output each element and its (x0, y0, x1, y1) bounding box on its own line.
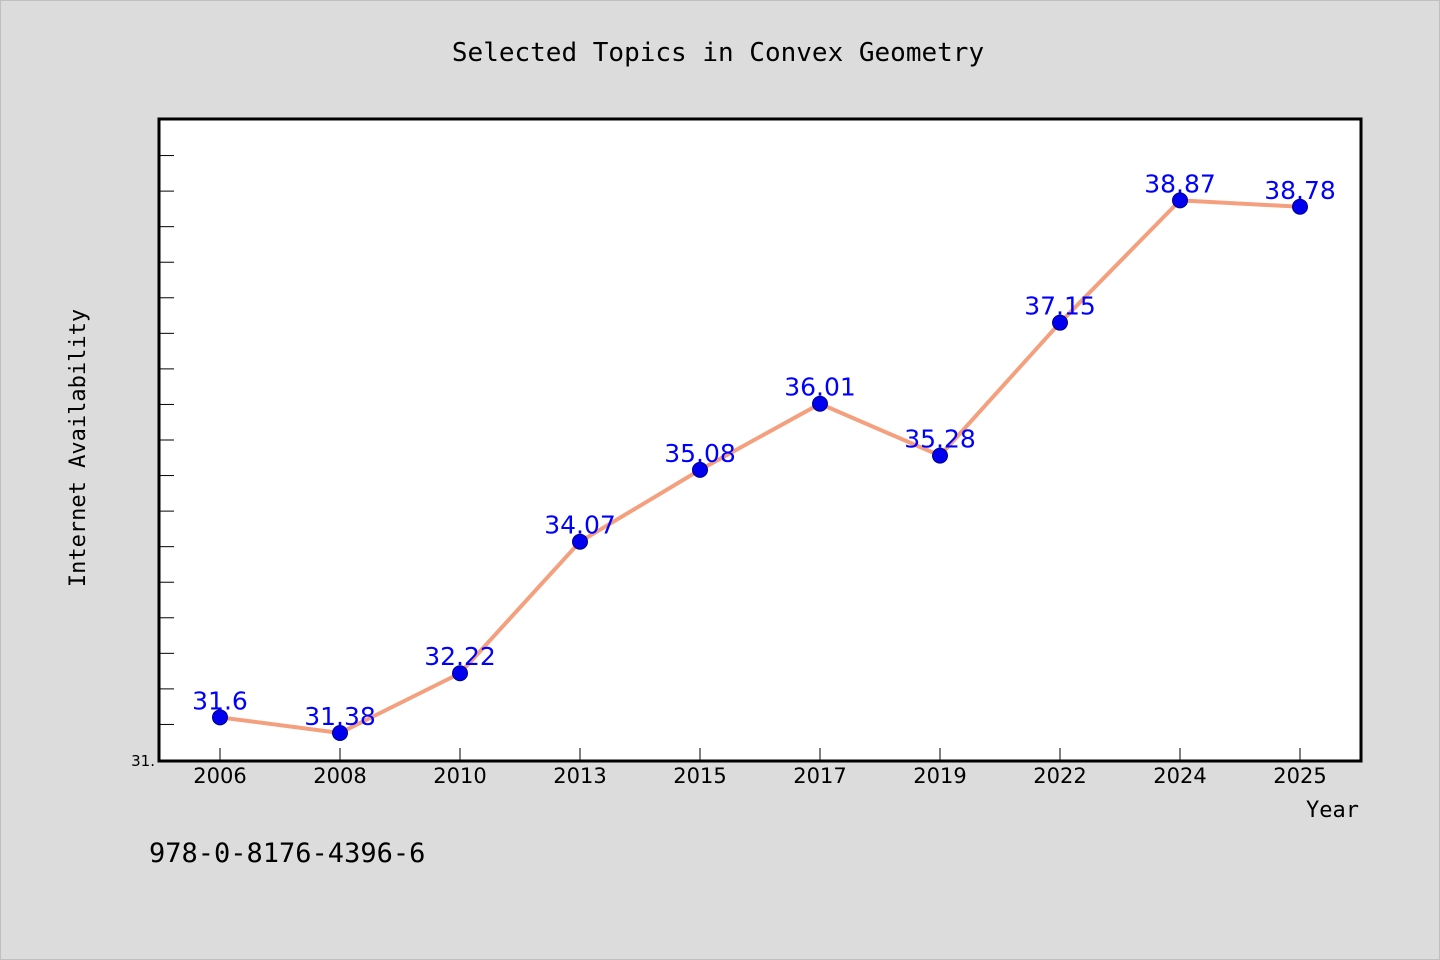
x-tick-label: 2006 (193, 764, 246, 788)
data-point (812, 395, 828, 412)
x-tick-label: 2025 (1273, 764, 1326, 788)
plot-area (157, 117, 1363, 763)
data-point (1172, 192, 1188, 209)
x-tick-label: 2010 (433, 764, 486, 788)
chart-title: Selected Topics in Convex Geometry (452, 38, 984, 68)
data-label: 35.08 (664, 439, 736, 468)
data-label: 38.87 (1144, 169, 1216, 198)
x-axis-label: Year (1306, 798, 1359, 823)
x-tick-label: 2019 (913, 764, 966, 788)
x-tick-label: 2017 (793, 764, 846, 788)
data-point (212, 709, 228, 726)
series-line-group (218, 198, 1302, 735)
data-labels: 31.6 31.38 32.22 34.07 35.08 36.01 35.28 37.15 3… (192, 169, 1336, 731)
y-axis-label: Internet Availability (66, 309, 91, 587)
data-label: 31.38 (304, 702, 376, 731)
data-label: 35.28 (904, 425, 976, 454)
y-tick-label: 31. (131, 752, 155, 770)
data-point (692, 461, 708, 478)
x-axis-tick-labels: 2006 2008 2010 2013 2015 2017 2019 2022 2024 2025 (193, 764, 1326, 788)
x-tick-label: 2008 (313, 764, 366, 788)
data-point (1052, 314, 1068, 331)
series-line (218, 198, 1302, 735)
y-axis-tick-labels: 31. (131, 752, 155, 770)
data-label: 37.15 (1024, 292, 1096, 321)
x-tick-label: 2024 (1153, 764, 1206, 788)
data-label: 34.07 (544, 511, 616, 540)
x-tick-label: 2022 (1033, 764, 1086, 788)
data-point (452, 665, 468, 682)
x-axis-ticks (219, 748, 1301, 760)
data-point (932, 447, 948, 464)
x-tick-label: 2015 (673, 764, 726, 788)
data-point (572, 533, 588, 550)
y-axis-ticks (160, 119, 174, 761)
data-label: 36.01 (784, 373, 856, 402)
data-label: 31.6 (192, 686, 248, 715)
data-label: 32.22 (424, 642, 496, 671)
data-label: 38.78 (1264, 176, 1336, 205)
data-point (1292, 198, 1308, 215)
x-tick-label: 2013 (553, 764, 606, 788)
data-point (332, 724, 348, 741)
footnote-isbn: 978-0-8176-4396-6 (149, 838, 425, 869)
series-markers (212, 192, 1308, 741)
